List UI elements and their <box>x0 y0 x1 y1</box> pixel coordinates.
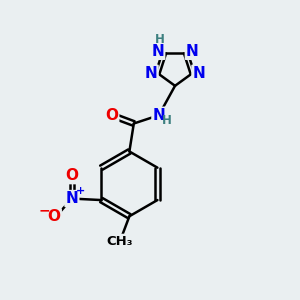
Text: H: H <box>155 33 165 46</box>
Text: H: H <box>162 114 172 127</box>
Text: N: N <box>152 108 165 123</box>
Text: O: O <box>65 168 78 183</box>
Text: N: N <box>145 66 158 81</box>
Text: +: + <box>76 186 85 196</box>
Text: O: O <box>105 108 118 123</box>
Text: O: O <box>48 209 61 224</box>
Text: CH₃: CH₃ <box>107 235 133 248</box>
Text: N: N <box>65 191 78 206</box>
Text: N: N <box>152 44 164 59</box>
Text: N: N <box>186 44 199 59</box>
Text: −: − <box>39 203 50 218</box>
Text: N: N <box>193 66 205 81</box>
